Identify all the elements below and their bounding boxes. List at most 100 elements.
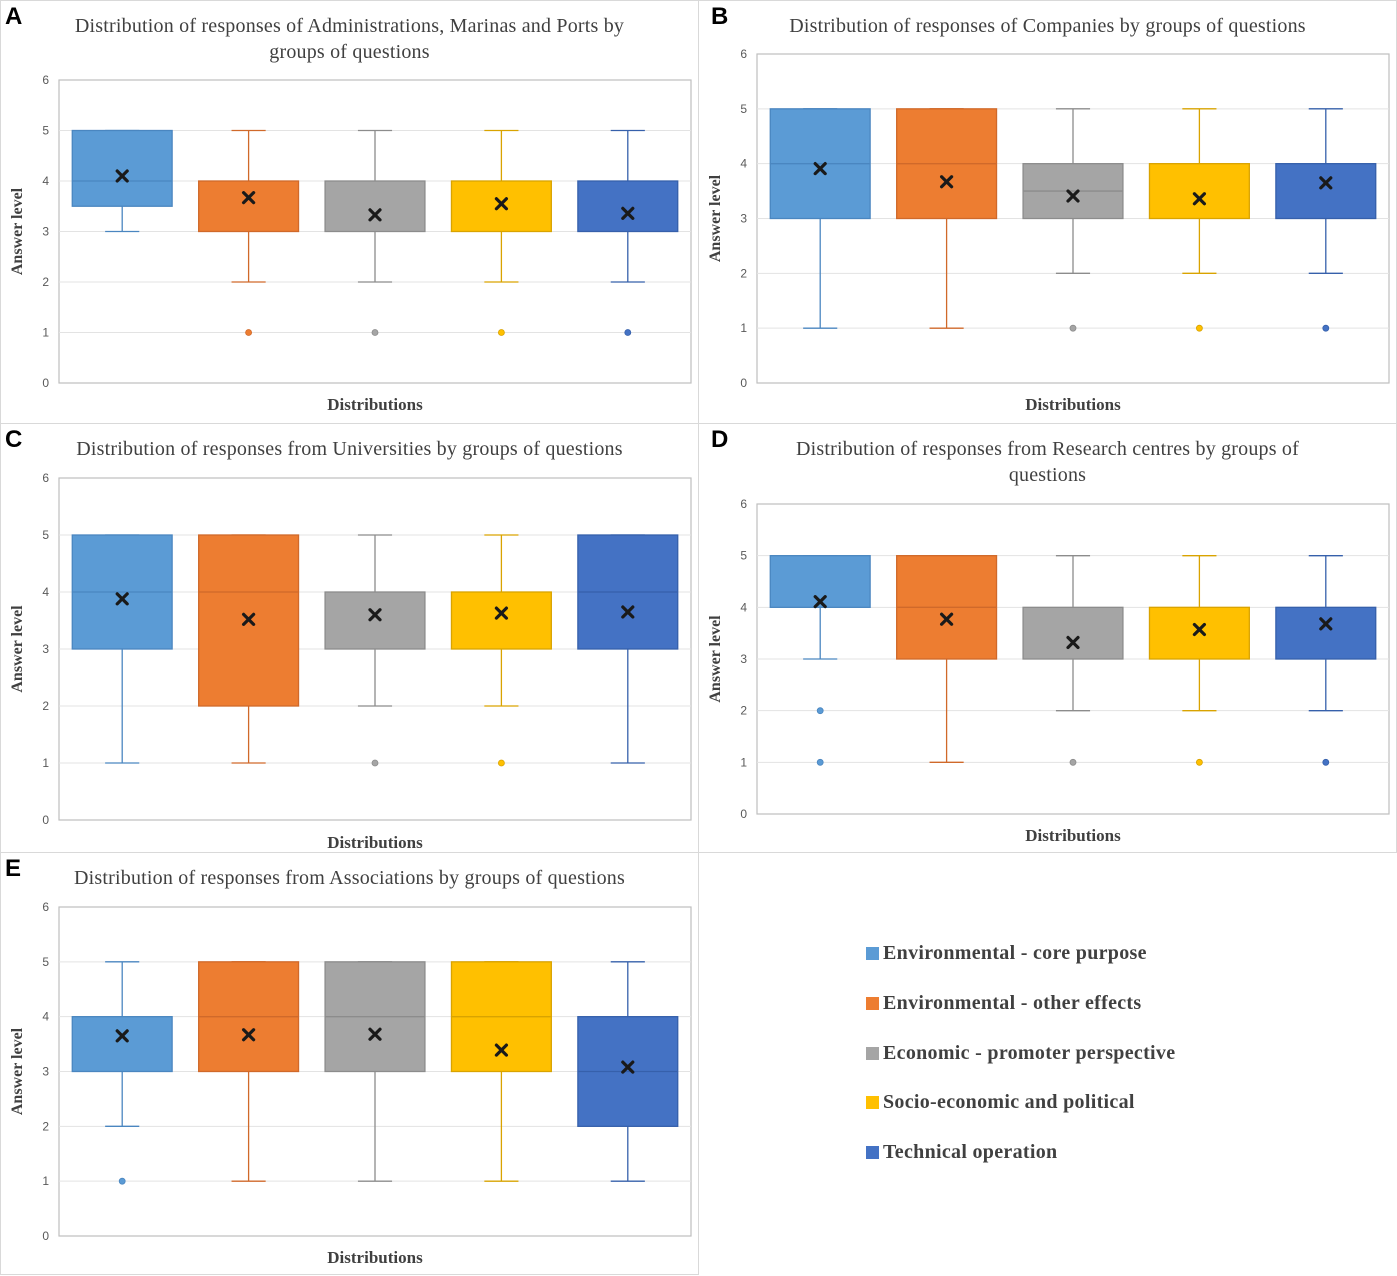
y-axis-label: Answer level [9, 187, 26, 275]
legend-swatch [866, 997, 879, 1010]
outlier-point [118, 1177, 126, 1185]
y-tick-label: 6 [740, 497, 747, 511]
outlier-point [497, 759, 505, 767]
box-5 [1275, 108, 1377, 332]
mean-marker [1066, 189, 1080, 203]
box-4 [450, 534, 552, 767]
outlier-point [371, 329, 379, 336]
mean-marker [813, 595, 827, 609]
mean-marker [368, 608, 382, 622]
y-tick-label: 0 [42, 376, 49, 390]
mean-marker-stroke [621, 605, 635, 619]
mean-marker [368, 1027, 382, 1041]
y-tick-label: 3 [740, 212, 747, 226]
box-1 [769, 108, 871, 329]
y-tick-label: 2 [42, 699, 49, 713]
box-body [324, 180, 426, 233]
mean-marker-stroke [368, 208, 382, 222]
legend-label: Economic - promoter perspective [883, 1042, 1176, 1064]
y-tick-label: 1 [42, 756, 49, 770]
mean-marker [1192, 192, 1206, 206]
panel-letter-b: B [711, 3, 729, 30]
mean-marker-stroke [494, 1043, 508, 1057]
legend-item-economic: Economic - promoter perspective [866, 1042, 1175, 1065]
chart-panel-b: 0 1 2 3 4 5 6 Distributions Answer level B Distr… [698, 0, 1397, 424]
y-tick-label: 5 [740, 549, 747, 563]
box-1 [71, 961, 173, 1185]
box-body [71, 1016, 173, 1073]
box-4 [450, 961, 552, 1182]
mean-marker-stroke [368, 1027, 382, 1041]
box-1 [71, 534, 173, 764]
y-tick-label: 0 [42, 1229, 49, 1243]
box-body [198, 180, 300, 233]
box-4 [1148, 555, 1250, 766]
box-5 [577, 534, 679, 764]
y-tick-label: 2 [740, 704, 747, 718]
chart-svg-e: 0 1 2 3 4 5 6 Distributions Answer level [9, 900, 692, 1267]
outlier-point [1069, 758, 1077, 766]
legend: Environmental - core purpose Environment… [698, 852, 1397, 1275]
box-2 [198, 961, 300, 1182]
mean-marker-stroke [813, 595, 827, 609]
y-tick-label: 6 [740, 47, 747, 61]
legend-item-env-core: Environmental - core purpose [866, 942, 1147, 965]
box-body [1275, 606, 1377, 660]
box-body [450, 180, 552, 233]
box-3 [324, 129, 426, 336]
mean-marker [115, 1029, 129, 1043]
mean-marker [1066, 635, 1080, 650]
chart-title-e: Distribution of responses from Associati… [74, 867, 625, 889]
mean-marker-stroke [1066, 635, 1080, 650]
y-tick-label: 2 [42, 1119, 49, 1133]
mean-marker [1319, 176, 1333, 190]
box-2 [198, 129, 300, 336]
y-tick-label: 3 [740, 652, 747, 666]
mean-marker-stroke [621, 206, 635, 220]
chart-panel-e: 0 1 2 3 4 5 6 Distributions Answer level E Distr… [0, 852, 699, 1275]
mean-marker-stroke [242, 612, 256, 626]
mean-marker [115, 592, 129, 606]
mean-marker [1192, 622, 1206, 637]
box-3 [324, 961, 426, 1182]
chart-svg-b: 0 1 2 3 4 5 6 Distributions Answer level [707, 47, 1390, 414]
y-tick-label: 5 [42, 124, 49, 138]
mean-marker-stroke [242, 1028, 256, 1042]
mean-marker-stroke [1192, 622, 1206, 637]
mean-marker-stroke [115, 592, 129, 606]
mean-marker [242, 1028, 256, 1042]
outlier-point [816, 707, 824, 715]
y-tick-label: 1 [740, 321, 747, 335]
y-tick-label: 0 [740, 807, 747, 821]
y-tick-label: 2 [42, 275, 49, 289]
legend-label: Environmental - core purpose [883, 942, 1147, 964]
y-tick-label: 5 [42, 528, 49, 542]
box-3 [324, 534, 426, 767]
mean-marker-stroke [813, 162, 827, 176]
mean-marker-stroke [621, 1060, 635, 1074]
mean-marker-stroke [1192, 192, 1206, 206]
y-axis-label: Answer level [9, 1027, 26, 1115]
legend-item-env-other: Environmental - other effects [866, 992, 1141, 1015]
box-body [769, 555, 871, 608]
box-4 [450, 129, 552, 336]
panel-letter-d: D [711, 426, 729, 453]
outlier-point [1195, 324, 1203, 332]
y-tick-label: 4 [42, 1010, 49, 1024]
mean-marker-stroke [242, 191, 256, 205]
y-tick-label: 3 [42, 642, 49, 656]
y-tick-label: 6 [42, 471, 49, 485]
mean-marker [242, 191, 256, 205]
box-body [324, 591, 426, 650]
box-1 [769, 555, 871, 766]
panel-letter-a: A [5, 3, 23, 30]
box-body [1148, 163, 1250, 220]
y-tick-label: 3 [42, 1065, 49, 1079]
legend-label: Socio-economic and political [883, 1091, 1135, 1113]
chart-title-a: Distribution of responses of Administrat… [74, 15, 625, 63]
legend-swatch [866, 1096, 879, 1109]
box-1 [71, 129, 173, 233]
outlier-point [624, 329, 632, 336]
y-tick-label: 6 [42, 73, 49, 87]
outlier-point [1069, 324, 1077, 332]
